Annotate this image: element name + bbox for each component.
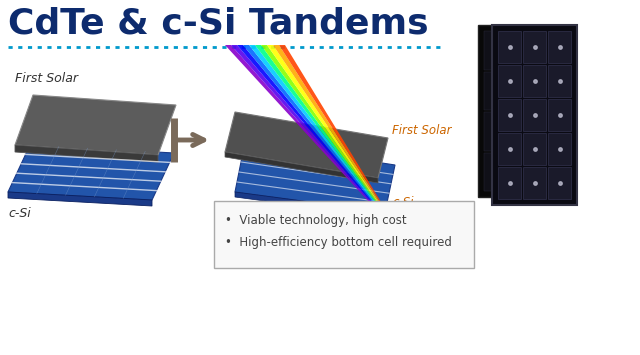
Bar xyxy=(484,31,507,70)
Bar xyxy=(548,133,571,165)
Bar xyxy=(498,31,521,63)
Bar xyxy=(548,167,571,199)
Bar xyxy=(534,31,557,70)
Text: CdTe & c-Si Tandems: CdTe & c-Si Tandems xyxy=(8,7,429,41)
Bar xyxy=(498,65,521,97)
Text: c-Si: c-Si xyxy=(8,207,31,220)
Bar xyxy=(534,153,557,191)
Bar xyxy=(484,153,507,191)
Bar xyxy=(498,99,521,131)
Polygon shape xyxy=(15,95,176,155)
Polygon shape xyxy=(267,45,379,202)
Polygon shape xyxy=(261,45,378,202)
Bar xyxy=(548,31,571,63)
Polygon shape xyxy=(235,142,395,212)
Text: First Solar: First Solar xyxy=(392,124,451,137)
Polygon shape xyxy=(235,192,385,217)
Polygon shape xyxy=(273,45,380,202)
Text: •  Viable technology, high cost: • Viable technology, high cost xyxy=(225,214,406,227)
Polygon shape xyxy=(243,45,374,202)
Polygon shape xyxy=(237,45,372,202)
Bar xyxy=(523,133,546,165)
Polygon shape xyxy=(225,152,378,183)
Bar xyxy=(548,99,571,131)
FancyBboxPatch shape xyxy=(214,201,474,268)
Polygon shape xyxy=(231,45,371,202)
Bar xyxy=(548,65,571,97)
Polygon shape xyxy=(225,112,388,178)
Bar xyxy=(523,99,546,131)
Bar xyxy=(478,25,561,197)
Bar xyxy=(534,71,557,110)
Bar xyxy=(509,71,532,110)
Polygon shape xyxy=(279,45,381,202)
Polygon shape xyxy=(8,192,152,206)
Text: c-Si: c-Si xyxy=(392,196,413,208)
Polygon shape xyxy=(255,45,376,202)
Bar xyxy=(523,65,546,97)
Polygon shape xyxy=(225,45,370,202)
Text: First Solar: First Solar xyxy=(15,72,78,85)
Bar xyxy=(534,112,557,151)
Bar xyxy=(509,112,532,151)
Bar xyxy=(509,153,532,191)
Bar xyxy=(523,167,546,199)
Bar xyxy=(498,167,521,199)
Polygon shape xyxy=(8,145,174,200)
Bar xyxy=(498,133,521,165)
Bar xyxy=(484,71,507,110)
Text: •  High-efficiency bottom cell required: • High-efficiency bottom cell required xyxy=(225,236,452,249)
Polygon shape xyxy=(249,45,375,202)
Bar xyxy=(484,112,507,151)
Bar xyxy=(509,31,532,70)
Bar xyxy=(523,31,546,63)
Polygon shape xyxy=(15,145,158,162)
Bar xyxy=(492,25,577,205)
